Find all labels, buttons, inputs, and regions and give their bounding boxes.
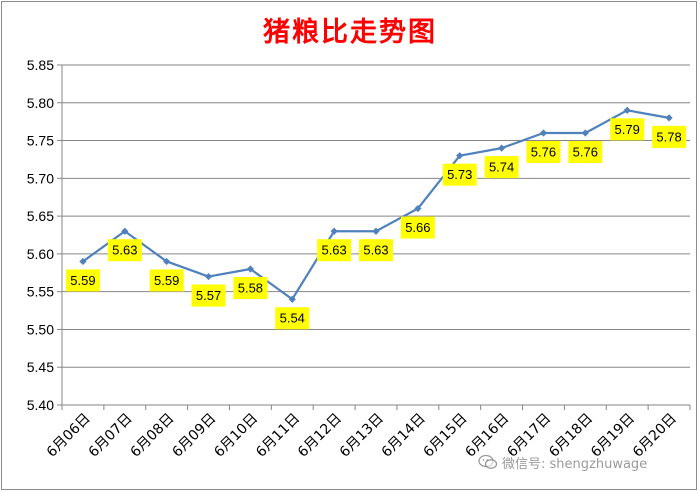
- data-label: 5.79: [610, 118, 645, 141]
- y-tick-label: 5.70: [27, 170, 54, 186]
- data-label-value: 5.73: [447, 167, 472, 182]
- x-tick-label: 6月13日: [337, 411, 387, 461]
- y-tick-label: 5.45: [27, 359, 54, 375]
- data-point: [456, 152, 464, 160]
- series-layer: [79, 106, 673, 303]
- x-tick-label: 6月11日: [253, 411, 303, 461]
- x-tick-label: 6月10日: [211, 411, 261, 461]
- y-tick-label: 5.85: [27, 57, 54, 73]
- x-tick-label: 6月09日: [169, 411, 219, 461]
- data-point: [204, 272, 213, 281]
- data-label: 5.57: [191, 284, 226, 307]
- data-label-value: 5.63: [321, 243, 346, 258]
- wechat-icon: [478, 454, 498, 469]
- data-label-background: [526, 141, 561, 163]
- data-label-value: 5.76: [531, 145, 556, 160]
- data-label-background: [275, 307, 310, 330]
- data-label-background: [65, 269, 100, 292]
- data-label: 5.66: [400, 216, 435, 239]
- data-label: 5.54: [275, 307, 310, 330]
- y-tick-label: 5.65: [27, 208, 54, 224]
- axis-layer: [57, 64, 691, 410]
- data-label: 5.59: [65, 269, 100, 292]
- data-label-background: [484, 156, 519, 179]
- data-label-background: [400, 216, 435, 239]
- data-label-value: 5.57: [196, 288, 221, 303]
- watermark-text: 微信号: shengzhuwage: [502, 456, 648, 472]
- data-point: [498, 144, 506, 152]
- x-tick-label: 6月15日: [421, 411, 471, 461]
- x-tick-label: 6月12日: [295, 411, 345, 461]
- data-label: 5.58: [233, 277, 268, 299]
- data-label: 5.63: [317, 239, 352, 262]
- data-label-value: 5.66: [405, 220, 430, 235]
- data-point: [372, 227, 380, 235]
- x-tick-label: 6月14日: [379, 411, 429, 461]
- data-point: [539, 129, 548, 137]
- data-label-background: [149, 269, 184, 292]
- data-label: 5.76: [526, 141, 561, 163]
- x-tick-label: 6月06日: [44, 411, 94, 461]
- y-tick-label: 5.75: [27, 133, 54, 149]
- data-point: [79, 257, 87, 266]
- data-label-background: [568, 141, 603, 163]
- data-label-value: 5.79: [615, 122, 640, 137]
- y-tick-label: 5.40: [27, 397, 54, 413]
- y-axis-ticks: 5.40 5.45 5.50 5.55 5.60 5.65 5.70 5.75 5.80 5.85: [27, 57, 54, 413]
- data-point: [623, 106, 631, 114]
- data-label-background: [652, 125, 687, 148]
- data-label-value: 5.76: [573, 145, 598, 160]
- data-point: [665, 114, 673, 122]
- y-tick-label: 5.55: [27, 284, 54, 300]
- grid-layer: [62, 64, 690, 406]
- data-point: [288, 295, 296, 303]
- data-point: [121, 227, 129, 235]
- data-label-value: 5.59: [154, 273, 179, 288]
- y-tick-label: 5.60: [27, 246, 54, 262]
- data-point: [414, 204, 422, 213]
- data-point: [581, 129, 589, 137]
- data-point: [330, 227, 338, 235]
- data-label: 5.59: [149, 269, 184, 292]
- data-label-background: [107, 239, 142, 262]
- data-point: [163, 257, 171, 266]
- y-tick-label: 5.50: [27, 321, 54, 337]
- data-label-value: 5.58: [238, 281, 263, 296]
- data-label-background: [359, 239, 393, 262]
- data-label-background: [610, 118, 645, 141]
- data-label: 5.74: [484, 156, 519, 179]
- data-label-value: 5.74: [489, 160, 514, 175]
- data-label: 5.73: [442, 163, 477, 186]
- chart-title: 猪粮比走势图: [263, 17, 437, 48]
- data-label-value: 5.63: [363, 243, 388, 258]
- data-labels: 5.59 5.63 5.59 5.57 5.58 5.54 5.63 5.63 5.66 5.73…: [65, 118, 687, 330]
- data-label-background: [233, 277, 268, 299]
- x-tick-label: 6月08日: [127, 411, 177, 461]
- x-tick-label: 6月07日: [86, 411, 136, 461]
- data-label-value: 5.63: [112, 243, 137, 258]
- data-label-background: [191, 284, 226, 307]
- watermark: 微信号: shengzhuwage: [478, 451, 647, 473]
- data-label: 5.63: [107, 239, 142, 262]
- data-label: 5.76: [568, 141, 603, 163]
- data-label-value: 5.59: [70, 273, 95, 288]
- data-label-value: 5.78: [656, 129, 681, 144]
- data-label-background: [317, 239, 352, 262]
- data-label-background: [442, 163, 477, 186]
- y-tick-label: 5.80: [27, 95, 54, 111]
- data-label: 5.63: [359, 239, 393, 262]
- data-point: [246, 265, 254, 273]
- data-label: 5.78: [652, 125, 687, 148]
- data-label-value: 5.54: [280, 311, 305, 326]
